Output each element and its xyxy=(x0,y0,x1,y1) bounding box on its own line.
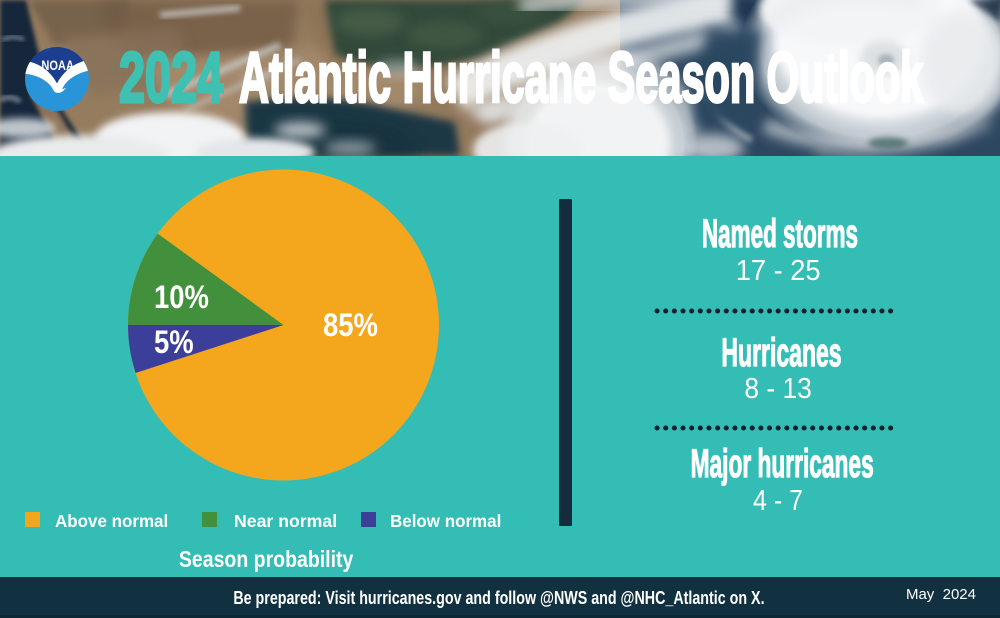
svg-text:NOAA: NOAA xyxy=(41,58,74,73)
